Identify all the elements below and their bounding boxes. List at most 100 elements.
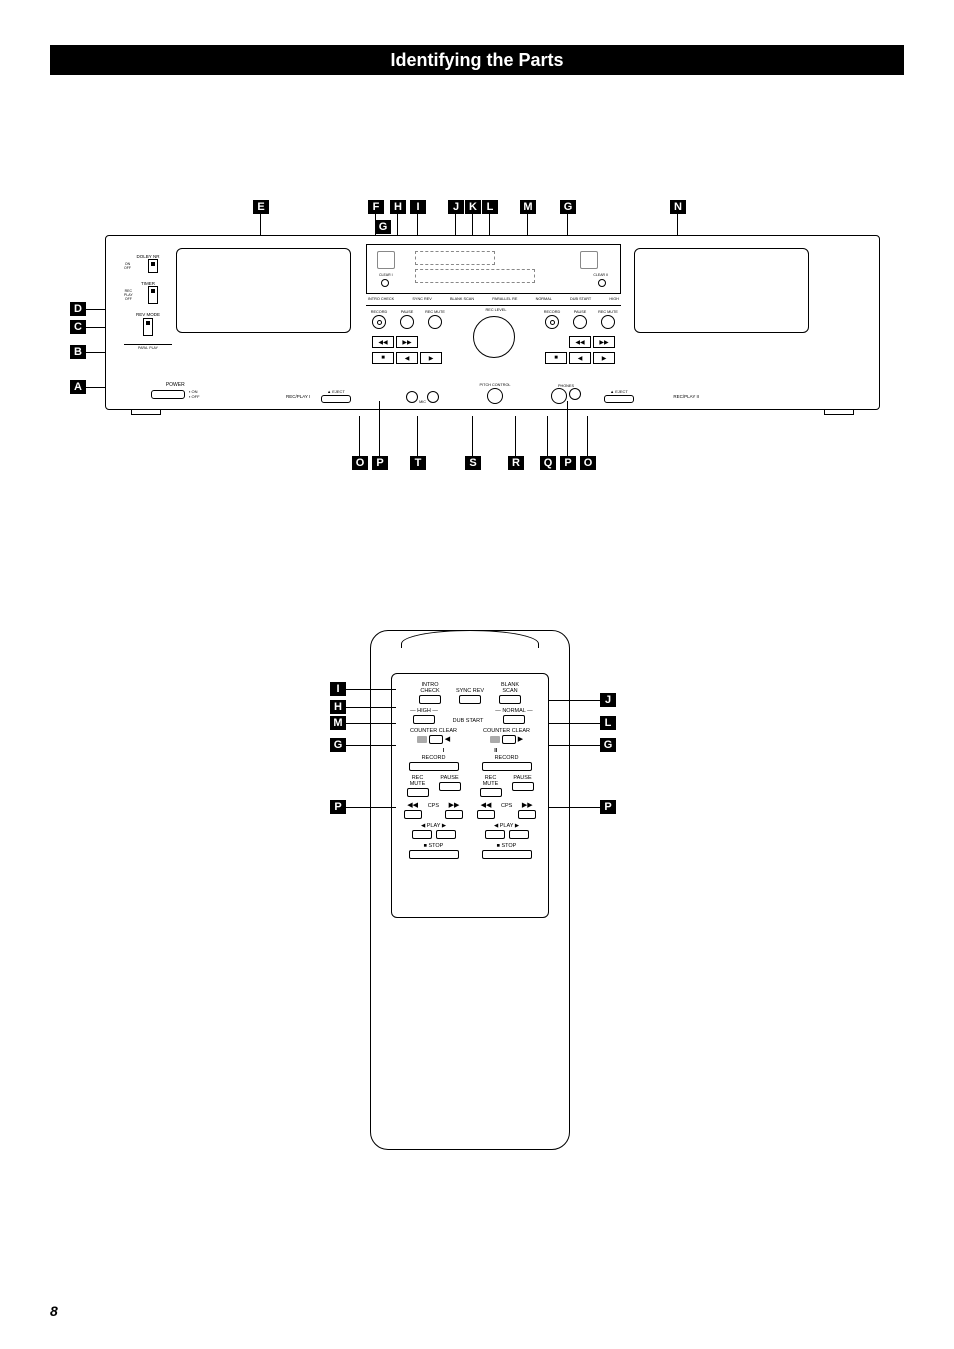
clear2-label: CLEAR II — [593, 273, 608, 277]
revmode-switch: REV MODE — [124, 312, 172, 336]
remote-body: INTRO CHECK SYNC REV BLANK SCAN — HIGH —… — [370, 630, 570, 1150]
switch-icon — [148, 286, 158, 304]
lead — [515, 416, 516, 456]
deck-side-labels: I II — [402, 748, 538, 754]
side1: I — [443, 748, 445, 754]
rew-icon: ◀◀ — [407, 801, 418, 809]
rew-icon: ◀◀ — [481, 801, 492, 809]
stop-button: ■ — [545, 352, 567, 364]
mode: NORMAL — [536, 297, 552, 305]
callout-N: N — [670, 200, 686, 214]
lead — [567, 401, 568, 456]
kp-row3: COUNTER CLEAR ◀ COUNTER CLEAR ▶ — [402, 728, 538, 744]
intro-check: INTRO CHECK — [415, 682, 445, 704]
ir-window — [401, 630, 539, 648]
eject-button — [604, 395, 634, 403]
display-window: CLEAR I CLEAR II — [366, 244, 621, 294]
callout-K: K — [465, 200, 481, 214]
lead — [346, 723, 396, 724]
display-deck1-icon — [377, 251, 395, 269]
callout-L: L — [600, 716, 616, 730]
phones-jack — [569, 388, 581, 400]
ff-rew-1: ◀◀ ▶▶ — [372, 336, 418, 348]
jack-icon — [427, 391, 439, 403]
lbl: NORMAL — [502, 708, 525, 714]
phones-knob — [551, 388, 567, 404]
eject-label: ▲ EJECT — [321, 389, 351, 394]
callout-A: A — [70, 380, 86, 394]
phones-area: PHONES — [551, 384, 581, 404]
lbl: RECORD — [544, 310, 560, 314]
mode: SYNC REV — [412, 297, 431, 305]
ff-rew-2: ◀◀ ▶▶ — [569, 336, 615, 348]
cps-2: ◀◀ CPS ▶▶ — [475, 801, 538, 819]
mode: DUB START — [570, 297, 591, 305]
play-fwd-button: ▶ — [593, 352, 615, 364]
display-meter — [415, 251, 495, 265]
recmute-button: REC MUTE — [597, 310, 619, 329]
lbl: PLAY — [427, 823, 441, 829]
lbl: ■ STOP — [402, 843, 465, 849]
recplay1-label: REC/PLAY I — [286, 394, 310, 399]
rew-button: ◀◀ — [569, 336, 591, 348]
callout-G-top: G — [375, 220, 391, 234]
deck-diagram: E F H I G J K L M G N D C B — [70, 180, 890, 470]
lbl: DUB START — [453, 718, 484, 724]
callout-M: M — [330, 716, 346, 730]
lead — [346, 689, 396, 690]
callout-O: O — [352, 456, 368, 470]
lbl: RECORD — [402, 755, 465, 761]
deck-foot — [824, 409, 854, 415]
play-row-2: ■ ◀ ▶ — [545, 352, 615, 364]
callout-H: H — [330, 700, 346, 714]
play-fwd-icon: ▶ — [515, 823, 519, 829]
sync-rev: SYNC REV — [455, 688, 485, 704]
dolby-switch: DOLBY NR ONOFF — [124, 254, 172, 273]
counter-clear-1: COUNTER CLEAR ◀ — [402, 728, 465, 744]
pitch-knob — [487, 388, 503, 404]
rec-level-knob — [473, 316, 515, 358]
callout-O2: O — [580, 456, 596, 470]
kp-row5: REC MUTE PAUSE REC MUTE PAUSE — [402, 775, 538, 797]
callout-P: P — [372, 456, 388, 470]
record-button: RECORD — [541, 310, 563, 329]
dub-normal: — NORMAL — — [493, 708, 535, 724]
switch-column: DOLBY NR ONOFF TIMER RECPLAYOFF REV MODE… — [124, 254, 172, 350]
ff-icon: ▶▶ — [449, 801, 460, 809]
deck-body: DOLBY NR ONOFF TIMER RECPLAYOFF REV MODE… — [105, 235, 880, 410]
callout-B: B — [70, 345, 86, 359]
callout-G: G — [600, 738, 616, 752]
arrow-icon: ◀ — [445, 735, 450, 743]
lbl: REC MUTE — [405, 775, 431, 787]
display-counter — [415, 269, 535, 283]
pitch-area: PITCH CONTROL — [480, 383, 511, 404]
record-button: RECORD — [368, 310, 390, 329]
lbl: REC MUTE — [598, 310, 618, 314]
eject-1: ▲ EJECT — [321, 389, 351, 403]
mode: HIGH — [609, 297, 619, 305]
callout-M: M — [520, 200, 536, 214]
callout-Q: Q — [540, 456, 556, 470]
counter-clear-2: COUNTER CLEAR ▶ — [475, 728, 538, 744]
eject-button — [321, 395, 351, 403]
mode-row: INTRO CHECK SYNC REV BLANK SCAN PARALLEL… — [366, 296, 621, 306]
arrow-icon: ▶ — [518, 735, 523, 743]
clear2-button — [598, 279, 606, 287]
play-fwd-icon: ▶ — [442, 823, 446, 829]
lbl: BLANK SCAN — [495, 682, 525, 694]
mic-jacks: MIC — [406, 391, 439, 404]
lead — [548, 745, 600, 746]
lbl: INTRO CHECK — [415, 682, 445, 694]
callout-D: D — [70, 302, 86, 316]
mic-label: MIC — [419, 400, 426, 404]
jack-icon — [406, 391, 418, 403]
cassette-door-1 — [176, 248, 351, 333]
mode: INTRO CHECK — [368, 297, 394, 305]
callout-E: E — [253, 200, 269, 214]
opt: OFF — [124, 297, 133, 301]
power-button — [151, 390, 185, 399]
play-1: ◀ PLAY ▶ — [402, 823, 465, 839]
keypad: INTRO CHECK SYNC REV BLANK SCAN — HIGH —… — [391, 673, 549, 918]
lead — [587, 416, 588, 456]
callout-P2: P — [560, 456, 576, 470]
